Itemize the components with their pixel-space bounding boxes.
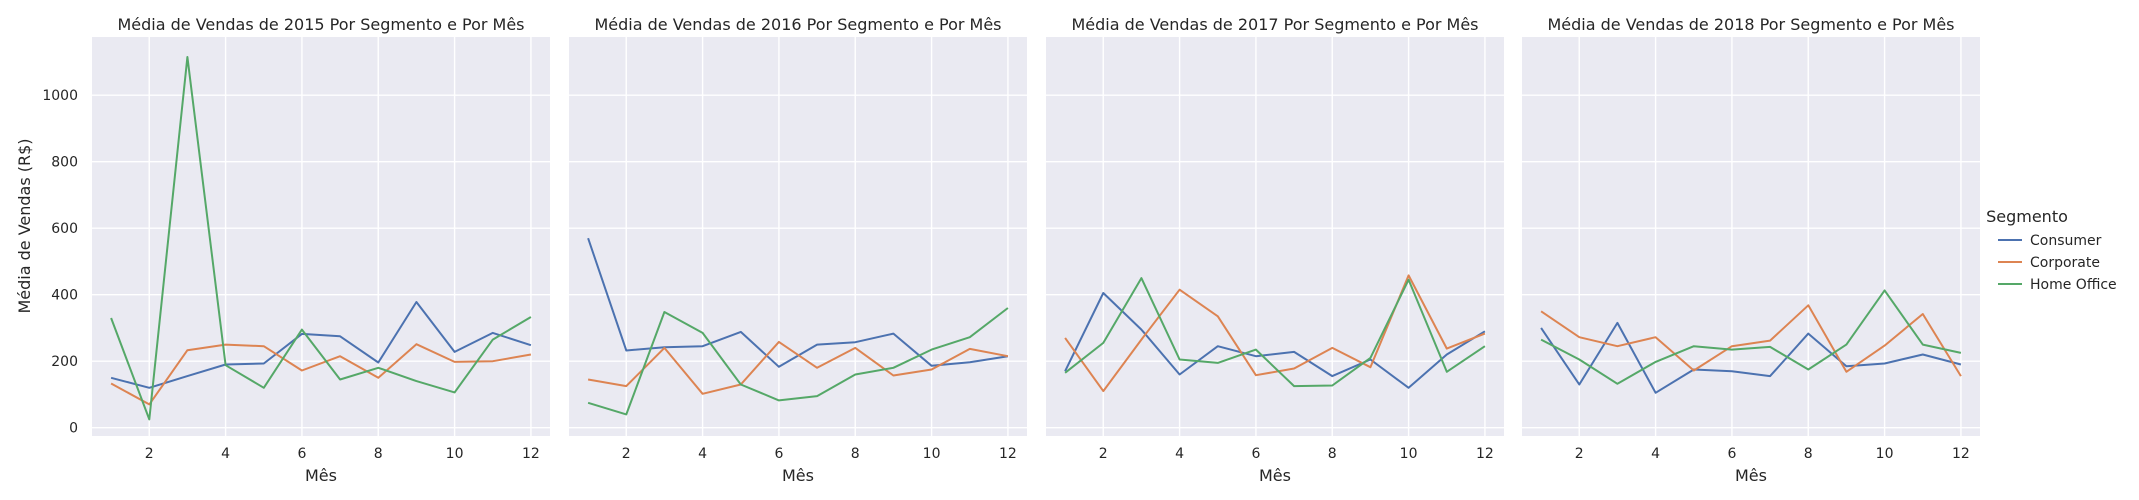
x-tick-label: 6 <box>774 446 783 462</box>
x-tick-label: 2 <box>145 446 154 462</box>
legend-label: Corporate <box>2030 255 2100 271</box>
x-axis-label: Mês <box>1259 466 1291 485</box>
series-line-home-office <box>1540 289 1962 385</box>
x-tick-label: 2 <box>622 446 631 462</box>
y-tick-label: 200 <box>51 354 78 370</box>
x-axis-label: Mês <box>782 466 814 485</box>
x-tick-label: 12 <box>522 446 540 462</box>
x-tick-label: 12 <box>1952 446 1970 462</box>
y-tick-label: 400 <box>51 288 78 304</box>
x-tick-label: 4 <box>1175 446 1184 462</box>
x-tick-label: 8 <box>851 446 860 462</box>
x-tick-label: 6 <box>297 446 306 462</box>
panel-title: Média de Vendas de 2017 Por Segmento e P… <box>1071 15 1478 34</box>
x-tick-label: 2 <box>1575 446 1584 462</box>
x-tick-label: 8 <box>374 446 383 462</box>
x-tick-label: 2 <box>1099 446 1108 462</box>
x-tick-label: 8 <box>1804 446 1813 462</box>
series-line-home-office <box>1064 277 1486 388</box>
x-tick-label: 8 <box>1328 446 1337 462</box>
series-line-consumer <box>110 301 532 389</box>
x-tick-label: 10 <box>1876 446 1894 462</box>
y-tick-label: 0 <box>69 421 78 437</box>
y-tick-label: 800 <box>51 155 78 171</box>
series-line-consumer <box>1540 321 1962 394</box>
legend-item-corporate: Corporate <box>1998 255 2100 271</box>
plot-background <box>92 37 550 436</box>
facet-panel-4: 2 4 6 8 10 12 Média de Vendas de 2018 Por Segm… <box>1522 15 1980 485</box>
x-tick-label: 4 <box>221 446 230 462</box>
series-line-corporate <box>1064 274 1486 393</box>
facet-panel-1: 2 4 6 8 10 12 0 200 400 600 800 1000 Média de Vendas… <box>42 15 550 485</box>
panel-title: Média de Vendas de 2018 Por Segmento e P… <box>1547 15 1954 34</box>
x-tick-label: 12 <box>1476 446 1494 462</box>
plot-background <box>1522 37 1980 436</box>
y-tick-label: 1000 <box>42 88 78 104</box>
legend-title: Segmento <box>1986 207 2068 226</box>
x-tick-label: 6 <box>1727 446 1736 462</box>
y-tick-label: 600 <box>51 221 78 237</box>
plot-background <box>1046 37 1504 436</box>
x-axis-label: Mês <box>1735 466 1767 485</box>
panel-title: Média de Vendas de 2015 Por Segmento e P… <box>117 15 524 34</box>
x-tick-label: 4 <box>1651 446 1660 462</box>
panel-title: Média de Vendas de 2016 Por Segmento e P… <box>594 15 1001 34</box>
x-tick-label: 12 <box>999 446 1017 462</box>
legend-label: Home Office <box>2030 277 2117 293</box>
x-tick-label: 6 <box>1251 446 1260 462</box>
facet-panel-2: 2 4 6 8 10 12 Média de Vendas de 2016 Por Segm… <box>569 15 1027 485</box>
x-tick-label: 10 <box>1400 446 1418 462</box>
facet-panel-3: 2 4 6 8 10 12 Média de Vendas de 2017 Por Segm… <box>1046 15 1504 485</box>
legend-label: Consumer <box>2030 233 2102 249</box>
x-tick-label: 4 <box>698 446 707 462</box>
legend-item-consumer: Consumer <box>1998 233 2102 249</box>
x-tick-label: 10 <box>446 446 464 462</box>
series-line-consumer <box>1064 292 1486 389</box>
series-line-corporate <box>587 340 1009 395</box>
facet-panels: 2 4 6 8 10 12 0 200 400 600 800 1000 Média de Vendas… <box>42 15 1980 485</box>
legend-item-home-office: Home Office <box>1998 277 2117 293</box>
x-tick-label: 10 <box>923 446 941 462</box>
series-line-home-office <box>587 307 1009 416</box>
x-axis-label: Mês <box>305 466 337 485</box>
y-axis-label: Média de Vendas (R$) <box>15 138 34 313</box>
plot-background <box>569 37 1027 436</box>
series-line-corporate <box>1540 304 1962 377</box>
series-line-corporate <box>110 343 532 406</box>
series-line-home-office <box>110 56 532 421</box>
legend: Segmento Consumer Corporate Home Office <box>1986 207 2117 293</box>
